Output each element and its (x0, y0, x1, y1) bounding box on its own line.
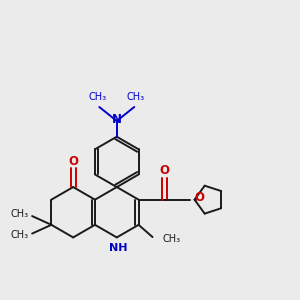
Text: O: O (68, 155, 78, 168)
Text: CH₃: CH₃ (11, 230, 28, 240)
Text: CH₃: CH₃ (88, 92, 106, 102)
Text: O: O (160, 164, 170, 178)
Text: CH₃: CH₃ (162, 234, 181, 244)
Text: NH: NH (109, 243, 128, 253)
Text: O: O (194, 191, 204, 204)
Text: CH₃: CH₃ (127, 92, 145, 102)
Text: CH₃: CH₃ (11, 209, 28, 219)
Text: N: N (112, 113, 122, 126)
